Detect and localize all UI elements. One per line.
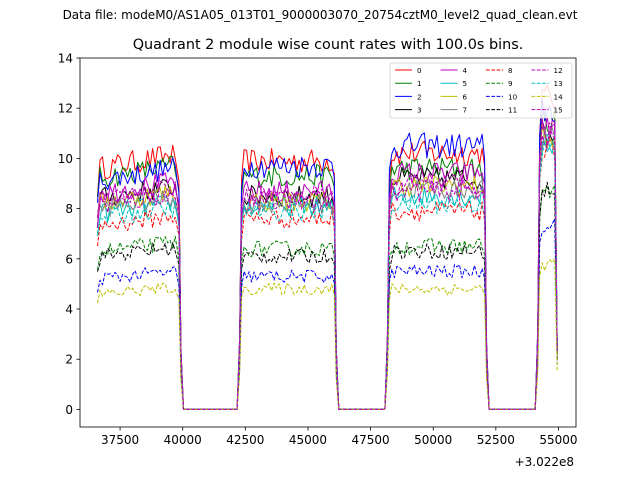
series-line-12 [97, 122, 558, 410]
series-line-4 [97, 116, 558, 410]
x-tick-label: 42500 [226, 433, 264, 447]
legend-label-11: 11 [508, 106, 517, 115]
x-tick-label: 50000 [414, 433, 452, 447]
chart-suptitle: Data file: modeM0/AS1A05_013T01_90000030… [63, 8, 578, 22]
x-tick-label: 40000 [164, 433, 202, 447]
legend-label-3: 3 [417, 106, 422, 115]
x-tick-label: 52500 [477, 433, 515, 447]
legend-label-15: 15 [554, 106, 563, 115]
legend-label-10: 10 [508, 92, 518, 101]
y-tick-label: 14 [58, 52, 73, 66]
x-axis: 37500 40000 42500 45000 47500 50000 52500 55000 [101, 427, 578, 447]
series-line-11 [97, 181, 558, 410]
y-tick-label: 8 [65, 202, 73, 216]
legend-label-2: 2 [417, 92, 422, 101]
y-tick-label: 0 [65, 403, 73, 417]
chart-title: Quadrant 2 module wise count rates with … [133, 37, 524, 53]
legend-label-7: 7 [463, 106, 468, 115]
legend-label-6: 6 [463, 92, 468, 101]
legend-label-13: 13 [554, 79, 563, 88]
x-tick-label: 37500 [101, 433, 139, 447]
x-tick-label: 45000 [289, 433, 327, 447]
y-axis: 0 2 4 6 8 10 12 14 [58, 52, 80, 417]
legend-label-9: 9 [508, 79, 513, 88]
y-tick-label: 4 [65, 303, 73, 317]
series-line-8 [97, 140, 558, 410]
series-layer [97, 84, 558, 410]
legend-label-5: 5 [463, 79, 468, 88]
series-line-14 [97, 258, 558, 410]
legend-label-4: 4 [463, 66, 468, 75]
legend-label-0: 0 [417, 66, 422, 75]
series-line-10 [97, 218, 558, 410]
x-tick-label: 55000 [539, 433, 577, 447]
series-line-15 [97, 119, 558, 410]
legend-label-12: 12 [554, 66, 563, 75]
legend-label-14: 14 [554, 92, 564, 101]
y-tick-label: 2 [65, 353, 73, 367]
y-tick-label: 12 [58, 102, 73, 116]
series-line-0 [97, 84, 558, 410]
series-line-13 [97, 133, 558, 410]
x-tick-label: 47500 [351, 433, 389, 447]
y-tick-label: 10 [58, 152, 73, 166]
legend-label-1: 1 [417, 79, 422, 88]
series-line-9 [97, 185, 558, 410]
legend-label-8: 8 [508, 66, 513, 75]
legend-box [389, 62, 573, 119]
series-line-7 [97, 127, 558, 410]
plot-frame [79, 57, 577, 428]
series-line-2 [97, 99, 558, 410]
x-offset-label: +3.022e8 [515, 455, 574, 469]
y-tick-label: 6 [65, 252, 73, 266]
